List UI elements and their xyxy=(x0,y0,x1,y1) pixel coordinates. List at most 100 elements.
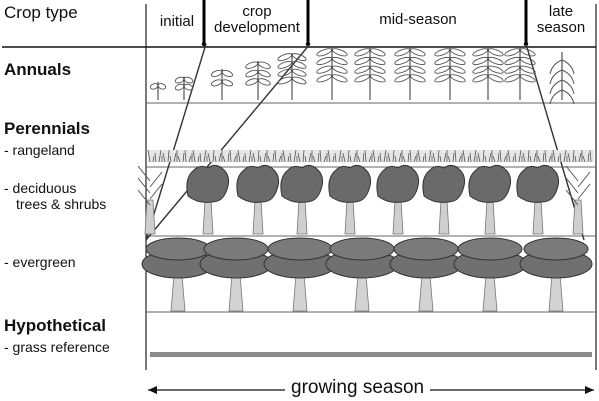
plant-leaf xyxy=(434,56,451,66)
grass-blade xyxy=(458,155,462,163)
plant-leaf xyxy=(257,69,271,78)
bare-branch xyxy=(577,171,591,188)
grass-blade xyxy=(447,155,451,163)
annual-plants xyxy=(149,48,575,105)
grass-blade xyxy=(259,155,262,163)
grass-blade xyxy=(317,152,320,163)
plant-leaf xyxy=(369,74,386,83)
plant-leaf xyxy=(409,48,426,57)
grass-blade xyxy=(552,149,556,163)
grass-blade xyxy=(529,155,532,163)
grass-blade xyxy=(499,149,502,163)
grass-blade xyxy=(469,152,472,163)
grass-blade xyxy=(263,152,267,163)
tree-crown-upper xyxy=(267,237,333,261)
grass-blade xyxy=(372,149,376,163)
grass-blade xyxy=(537,155,541,163)
plant-leaf xyxy=(519,48,536,57)
drooping-leaf xyxy=(549,59,563,75)
evergreen-tree-3 xyxy=(263,237,337,312)
plant-leaf xyxy=(519,56,536,66)
plant-leaf xyxy=(369,65,386,74)
grass-blade xyxy=(563,149,567,163)
plant-leaf xyxy=(504,65,521,74)
grass-blade xyxy=(338,149,342,163)
evergreen-tree-1 xyxy=(141,237,215,312)
grass-blade xyxy=(214,155,217,163)
grass-blade xyxy=(368,155,372,163)
tree-crown-upper xyxy=(523,237,589,261)
drooping-leaf xyxy=(549,69,563,85)
grass-blade xyxy=(357,155,361,163)
grass-blade xyxy=(197,155,200,163)
grass-blade xyxy=(392,149,395,163)
plant-leaf xyxy=(316,56,333,66)
grass-blade xyxy=(319,149,322,163)
tree-trunk xyxy=(144,199,156,235)
grass-blade xyxy=(578,152,582,163)
tree-trunk xyxy=(532,199,544,235)
plant-leaf xyxy=(369,56,386,66)
plant-leaf xyxy=(449,65,466,74)
plant-leaf xyxy=(291,60,307,69)
plant-leaf xyxy=(409,74,426,83)
annual-plant-8 xyxy=(394,48,426,100)
stage-mid-season-label: mid-season xyxy=(379,11,457,28)
plant-leaf xyxy=(331,65,348,74)
grass-blade xyxy=(488,152,492,163)
grass-blade xyxy=(527,149,530,163)
grass-blade xyxy=(443,152,447,163)
tree-crown xyxy=(468,164,512,203)
plant-leaf xyxy=(449,74,466,83)
evergreen-trees xyxy=(141,237,593,312)
bare-branch xyxy=(137,189,151,206)
drooping-leaf xyxy=(561,79,575,95)
season-arrow-head-right xyxy=(585,386,594,394)
grass-blade xyxy=(542,152,545,163)
grass-blade xyxy=(454,149,457,163)
plant-leaf xyxy=(183,83,194,91)
grass-blade xyxy=(507,149,511,163)
evergreen-tree-7 xyxy=(519,237,593,312)
deciduous-tree-7 xyxy=(468,164,512,235)
grass-blade xyxy=(154,152,157,163)
plant-leaf xyxy=(331,56,348,66)
plant-leaf xyxy=(277,60,293,69)
grass-blade xyxy=(229,149,232,163)
plant-leaf xyxy=(472,65,489,74)
drooping-leaf xyxy=(561,69,575,85)
drooping-leaf xyxy=(549,79,563,95)
grass-blade xyxy=(347,149,350,163)
grass-blade xyxy=(437,149,440,163)
plant-leaf xyxy=(409,65,426,74)
bare-branch xyxy=(565,189,579,206)
grass-blade xyxy=(413,155,417,163)
plant-leaf xyxy=(472,56,489,66)
plant-leaf xyxy=(174,76,185,84)
row-deciduous-label: - deciduous trees & shrubs xyxy=(4,180,106,212)
bare-branch xyxy=(565,165,579,182)
evergreen-tree-4 xyxy=(325,237,399,312)
annual-plant-5 xyxy=(277,53,307,100)
grass-blade xyxy=(467,155,470,163)
stage-late-line2: season xyxy=(536,18,586,36)
row-deciduous-line1: - deciduous xyxy=(4,180,77,196)
plant-leaf xyxy=(434,74,451,83)
drooping-leaf xyxy=(561,59,575,75)
grass-blade xyxy=(407,152,410,163)
grass-blade xyxy=(518,149,522,163)
grass-blade xyxy=(572,149,575,163)
group-perennials-label: Perennials xyxy=(4,119,90,138)
evergreen-tree-5 xyxy=(389,237,463,312)
plant-leaf xyxy=(394,65,411,74)
grass-blade xyxy=(207,152,211,163)
grass-blade xyxy=(203,149,207,163)
plant-leaf xyxy=(316,74,333,83)
growing-season-label: growing season xyxy=(285,377,431,399)
grass-blade xyxy=(432,152,436,163)
tree-trunk xyxy=(202,199,214,235)
grass-blade xyxy=(379,152,382,163)
grass-blade xyxy=(282,149,286,163)
grass-blade xyxy=(252,152,256,163)
